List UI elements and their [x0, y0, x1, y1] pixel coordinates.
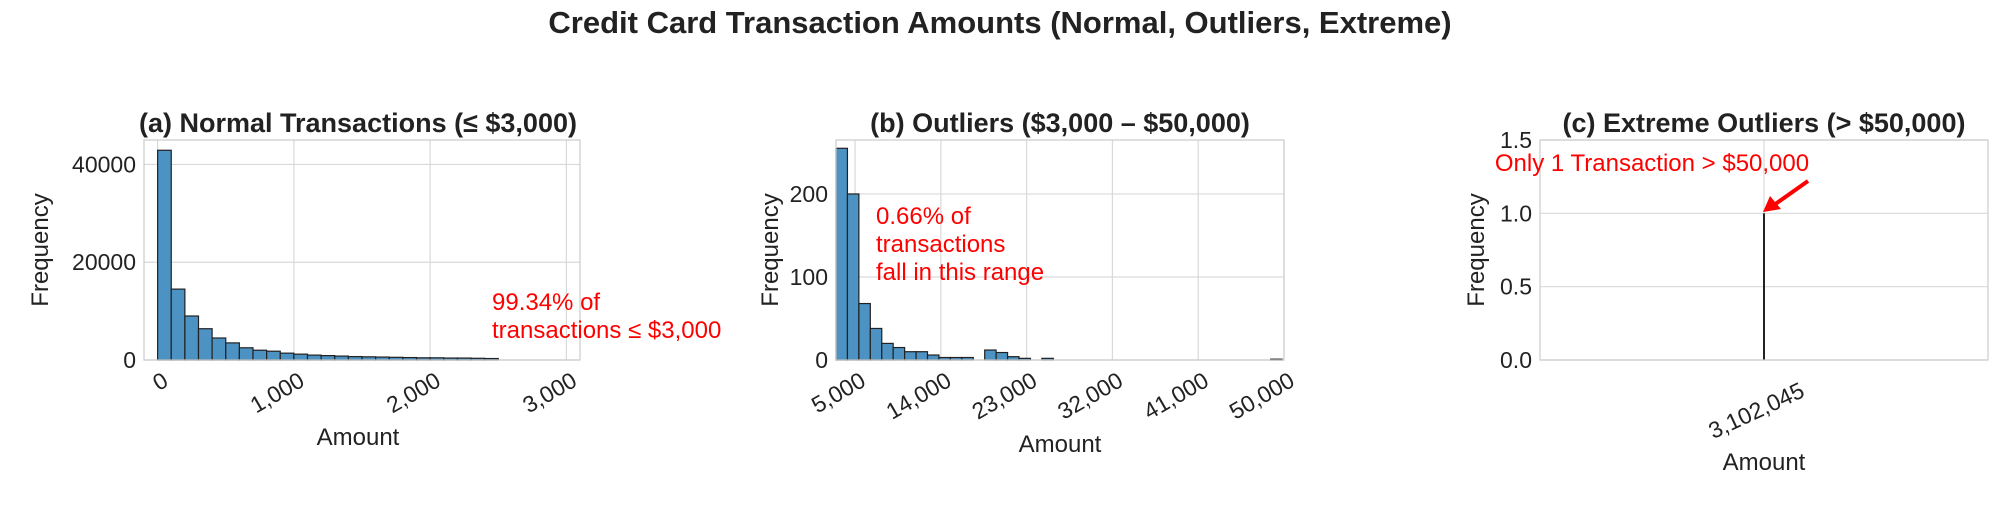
panel-c-annotation: Only 1 Transaction > $50,000	[1495, 150, 1809, 177]
panel-c-annotation-arrow	[1772, 179, 1810, 207]
panel-c-bars	[1763, 213, 1765, 360]
histogram-bar	[197, 328, 213, 361]
y-tick-label: 200	[790, 181, 828, 207]
x-tick-label: 23,000	[967, 367, 1041, 425]
histogram-bar	[266, 350, 281, 361]
y-tick-label: 100	[790, 264, 828, 290]
panel-extreme-outliers: 3,102,045 0.0 0.5 1.0 1.5 (c) Extreme Outli…	[1463, 108, 1989, 476]
histogram-bar	[211, 337, 227, 361]
histogram-bar	[846, 193, 860, 361]
histogram-bar	[238, 347, 254, 361]
panel-c-x-ticks: 3,102,045	[1704, 377, 1808, 444]
x-tick-label: 0	[148, 367, 172, 396]
x-tick-label: 5,000	[807, 367, 870, 418]
y-tick-label: 0.5	[1500, 274, 1532, 300]
x-tick-label: 14,000	[882, 367, 956, 425]
histogram-bar	[225, 342, 240, 361]
panel-b-y-ticks: 0 100 200	[790, 181, 828, 373]
x-tick-label: 50,000	[1225, 367, 1299, 425]
y-tick-label: 40000	[72, 151, 136, 177]
histogram-bar	[892, 346, 906, 361]
panel-a-bars	[157, 149, 499, 361]
x-tick-label: 1,000	[246, 367, 309, 418]
histogram-bar	[881, 342, 894, 361]
panel-b-annotation-line-3: fall in this range	[876, 259, 1044, 286]
panel-a-annotation-line-1: 99.34% of	[492, 289, 600, 316]
histogram-bar	[995, 351, 1009, 361]
panel-a-xlabel: Amount	[317, 424, 400, 451]
x-tick-label: 3,000	[518, 367, 581, 418]
histogram-bar	[306, 354, 322, 361]
y-tick-label: 20000	[72, 249, 136, 275]
panel-b-x-ticks: 5,000 14,000 23,000 32,000 41,000 50,000	[807, 367, 1299, 425]
histogram-bar	[320, 355, 336, 361]
y-tick-label: 1.5	[1500, 127, 1532, 153]
panel-c-xlabel: Amount	[1723, 449, 1806, 476]
panel-c-y-ticks: 0.0 0.5 1.0 1.5	[1500, 127, 1532, 373]
x-tick-label: 3,102,045	[1704, 377, 1808, 444]
histogram-bar	[984, 349, 997, 361]
histogram-bar	[869, 327, 883, 361]
panel-b-xlabel: Amount	[1019, 431, 1102, 458]
panel-a-title: (a) Normal Transactions (≤ $3,000)	[139, 108, 577, 138]
panel-c-annotation-arrowhead	[1763, 196, 1781, 212]
histogram-bar	[157, 149, 172, 361]
panel-a-ylabel: Frequency	[27, 193, 54, 306]
panel-normal-transactions: 0 1,000 2,000 3,000 0 20000 40000 (a) Normal …	[27, 108, 721, 451]
x-tick-label: 41,000	[1139, 367, 1213, 425]
panel-b-annotation-line-2: transactions	[876, 231, 1005, 258]
panel-b-frame	[835, 139, 1285, 361]
histogram-bar	[279, 352, 295, 361]
histogram-bar	[293, 353, 309, 361]
panel-outliers: 5,000 14,000 23,000 32,000 41,000 50,000 0 100…	[757, 108, 1299, 458]
histogram-bar	[926, 354, 940, 361]
histogram-bar	[835, 147, 849, 361]
x-tick-label: 2,000	[382, 367, 445, 418]
y-tick-label: 0	[815, 347, 828, 373]
figure-title: Credit Card Transaction Amounts (Normal,…	[548, 5, 1451, 40]
histogram-bar	[252, 349, 268, 361]
y-tick-label: 0.0	[1500, 347, 1532, 373]
histogram-bar	[915, 351, 929, 361]
panel-c-frame	[1539, 139, 1989, 361]
x-tick-label: 32,000	[1053, 367, 1127, 425]
histogram-bar	[184, 315, 200, 361]
panel-a-frame	[143, 139, 581, 361]
histogram-bar	[170, 288, 186, 361]
panel-a-y-ticks: 0 20000 40000	[72, 151, 136, 373]
panel-b-annotation-line-1: 0.66% of	[876, 203, 971, 230]
histogram-bar	[858, 302, 871, 361]
panel-b-annotation: 0.66% of transactions fall in this range	[876, 203, 1044, 286]
panel-a-annotation: 99.34% of transactions ≤ $3,000	[492, 289, 721, 344]
panel-a-x-ticks: 0 1,000 2,000 3,000	[148, 367, 581, 418]
panel-b-title: (b) Outliers ($3,000 – $50,000)	[870, 108, 1250, 138]
panel-c-title: (c) Extreme Outliers (> $50,000)	[1563, 108, 1966, 138]
histogram-bar	[904, 351, 917, 361]
histogram-bar	[1763, 213, 1765, 360]
panel-a-annotation-line-2: transactions ≤ $3,000	[492, 317, 721, 344]
y-tick-label: 0	[123, 347, 136, 373]
panel-c-ylabel: Frequency	[1463, 193, 1490, 306]
y-tick-label: 1.0	[1500, 200, 1532, 226]
panel-b-ylabel: Frequency	[757, 193, 784, 306]
